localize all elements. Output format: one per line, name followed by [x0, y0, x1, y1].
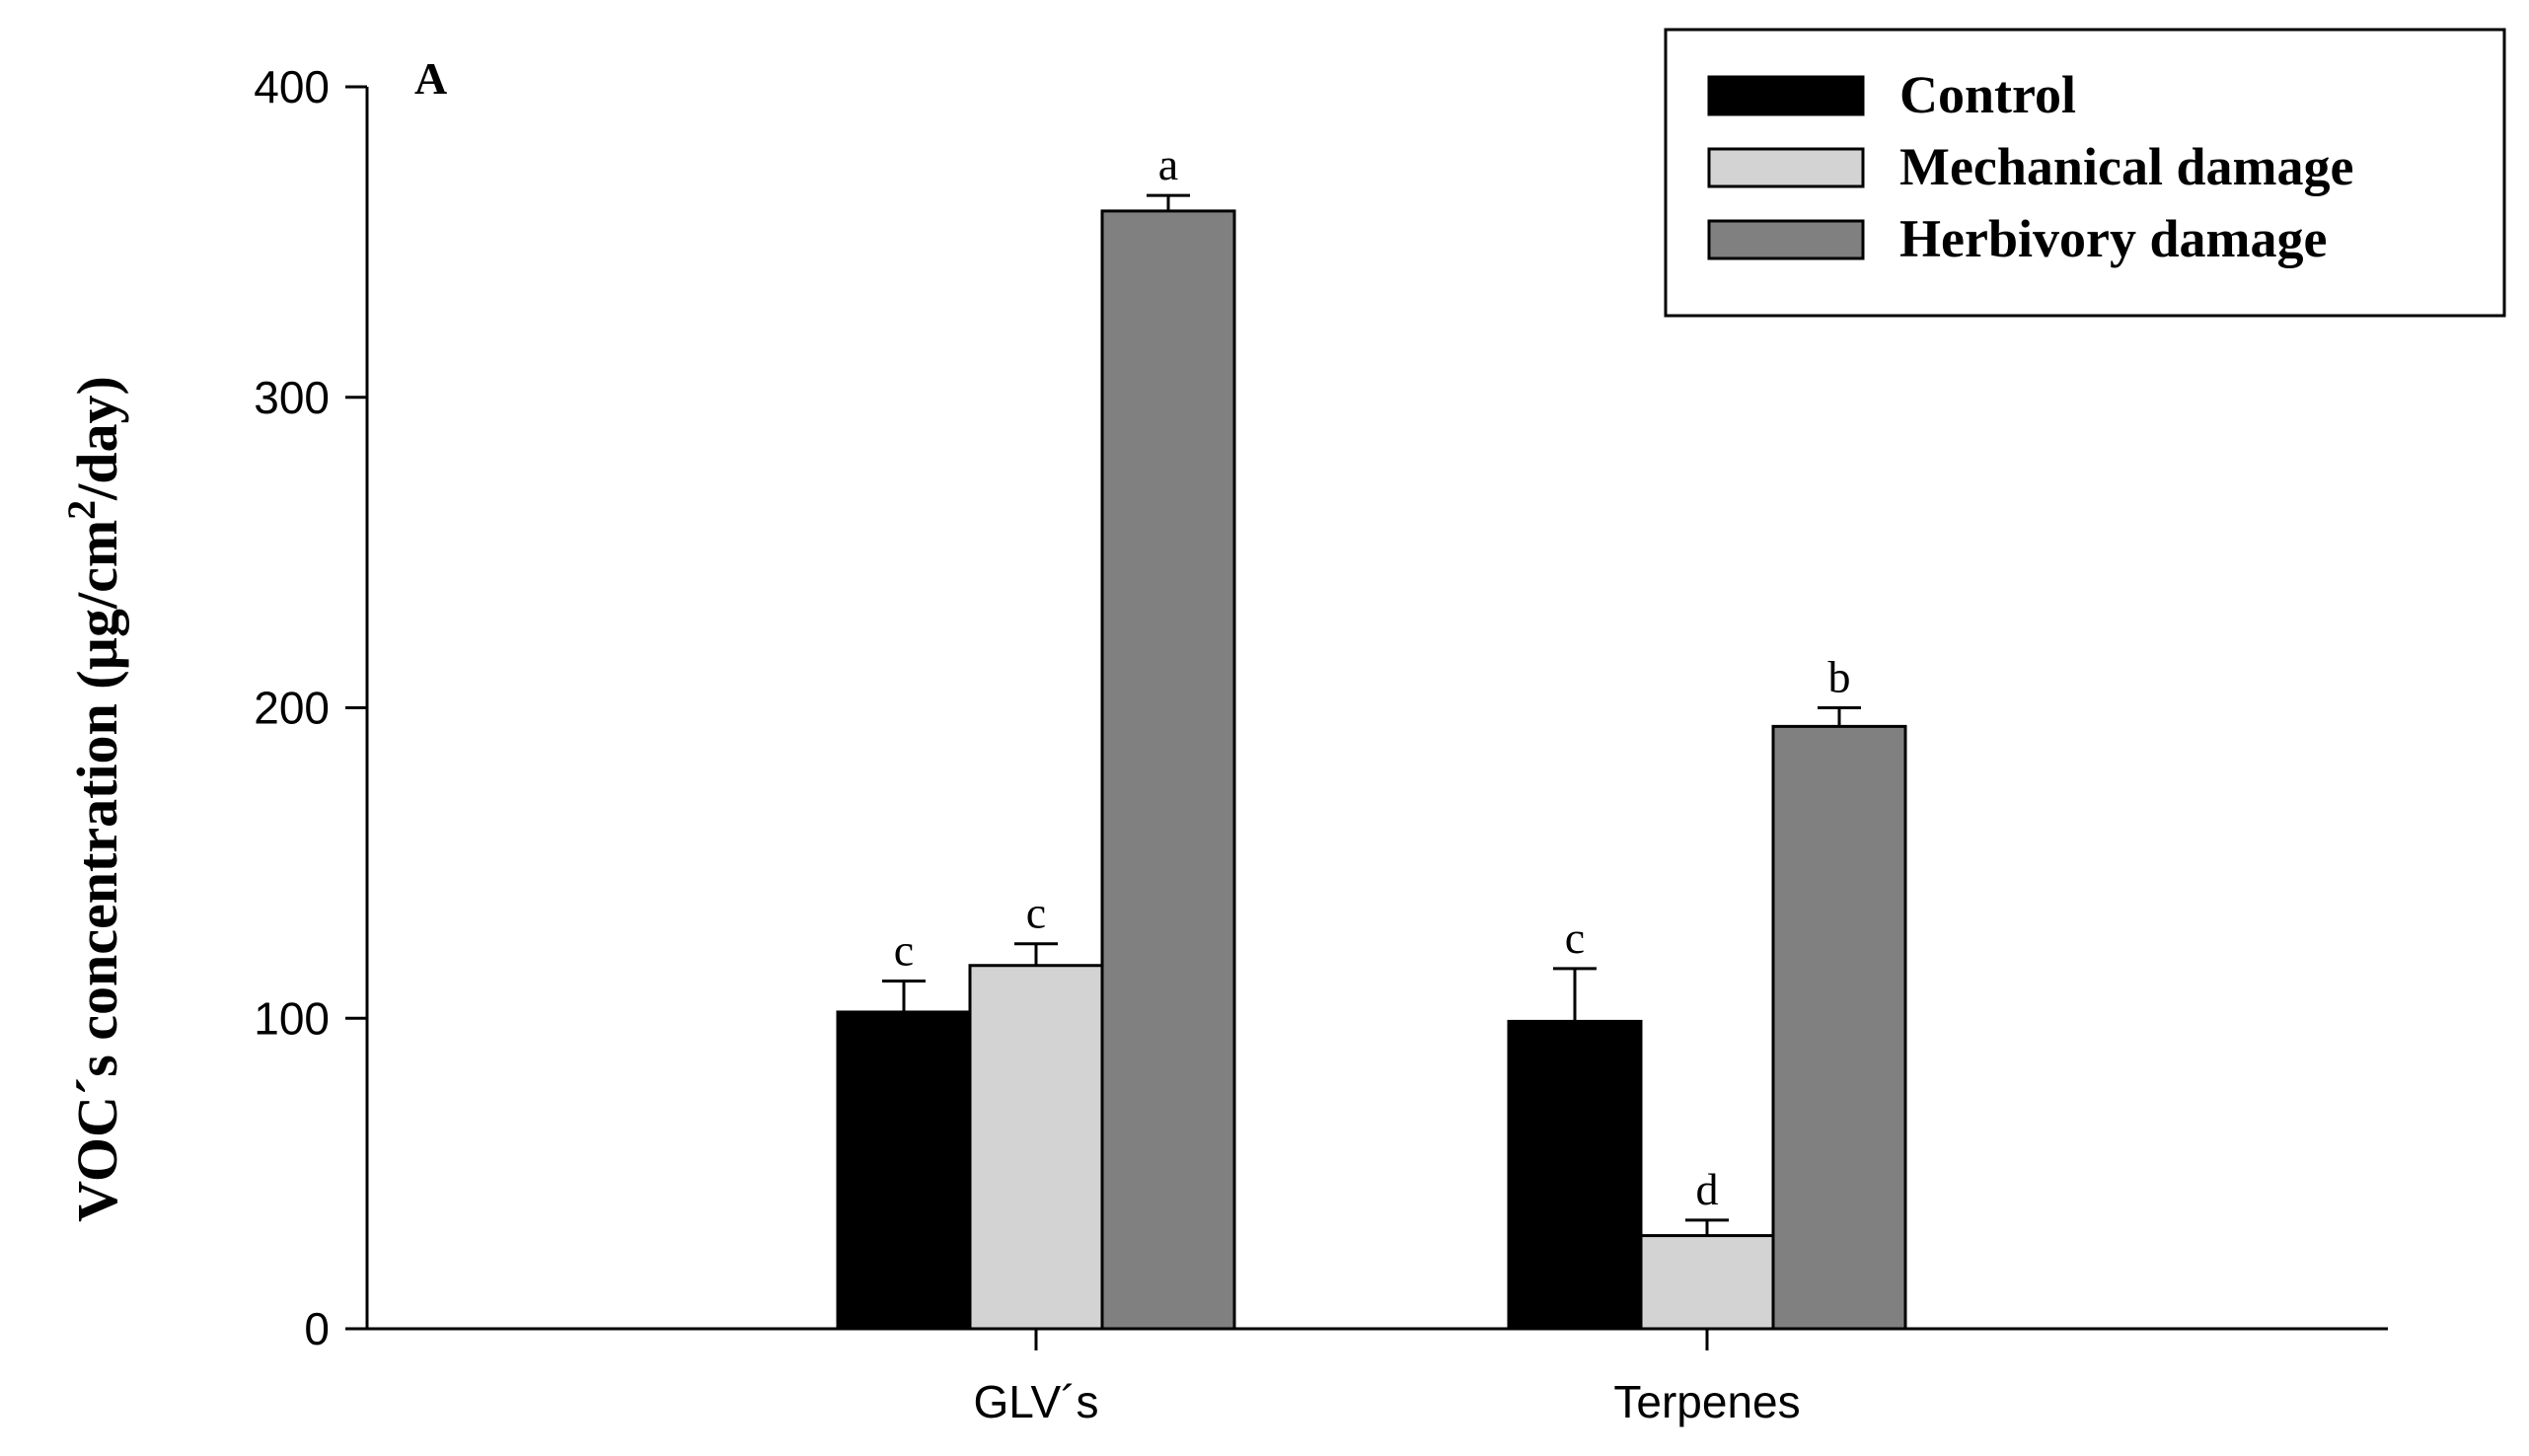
legend-swatch [1707, 75, 1865, 116]
significance-letter: c [1565, 912, 1585, 963]
y-tick-label: 0 [304, 1303, 330, 1354]
x-tick-label: Terpenes [1613, 1376, 1800, 1427]
y-axis-title-tail: /day) [65, 376, 129, 501]
bar-mechanical-damage [1639, 1234, 1775, 1331]
bars [836, 193, 1907, 1331]
bar-control [1507, 1019, 1643, 1331]
y-axis-title-superscript: 2 [59, 500, 104, 520]
significance-letter: c [894, 924, 914, 975]
significance-letter: d [1696, 1164, 1719, 1214]
legend-label: Control [1899, 65, 2076, 124]
y-tick-label: 300 [254, 372, 330, 423]
legend-label: Herbivory damage [1899, 209, 2327, 268]
significance-labels: c c a c d b [894, 139, 1851, 1214]
y-axis-title-main: VOC´s concentration (µg/cm [65, 520, 129, 1222]
legend: Control Mechanical damage Herbivory damage [1664, 28, 2506, 318]
y-tick-label: 200 [254, 683, 330, 734]
panel-label: A [414, 53, 447, 104]
bar-herbivory-damage [1771, 724, 1907, 1331]
bar-herbivory-damage [1100, 209, 1236, 1331]
y-tick-label: 400 [254, 61, 330, 112]
legend-label: Mechanical damage [1899, 137, 2353, 196]
x-tick-label: GLV´s [974, 1376, 1099, 1427]
legend-swatch [1707, 147, 1865, 188]
significance-letter: c [1026, 888, 1046, 938]
legend-swatch [1707, 219, 1865, 260]
y-tick-label: 100 [254, 992, 330, 1044]
y-axis-title: VOC´s concentration (µg/cm2/day) [59, 376, 129, 1222]
bar-mechanical-damage [968, 964, 1104, 1331]
axes: 0 100 200 300 400 GLV´s Terpenes [254, 61, 2388, 1427]
bar-control [836, 1010, 972, 1331]
significance-letter: a [1158, 139, 1178, 189]
significance-letter: b [1828, 652, 1851, 702]
legend-items: Control Mechanical damage Herbivory damage [1707, 65, 2353, 268]
